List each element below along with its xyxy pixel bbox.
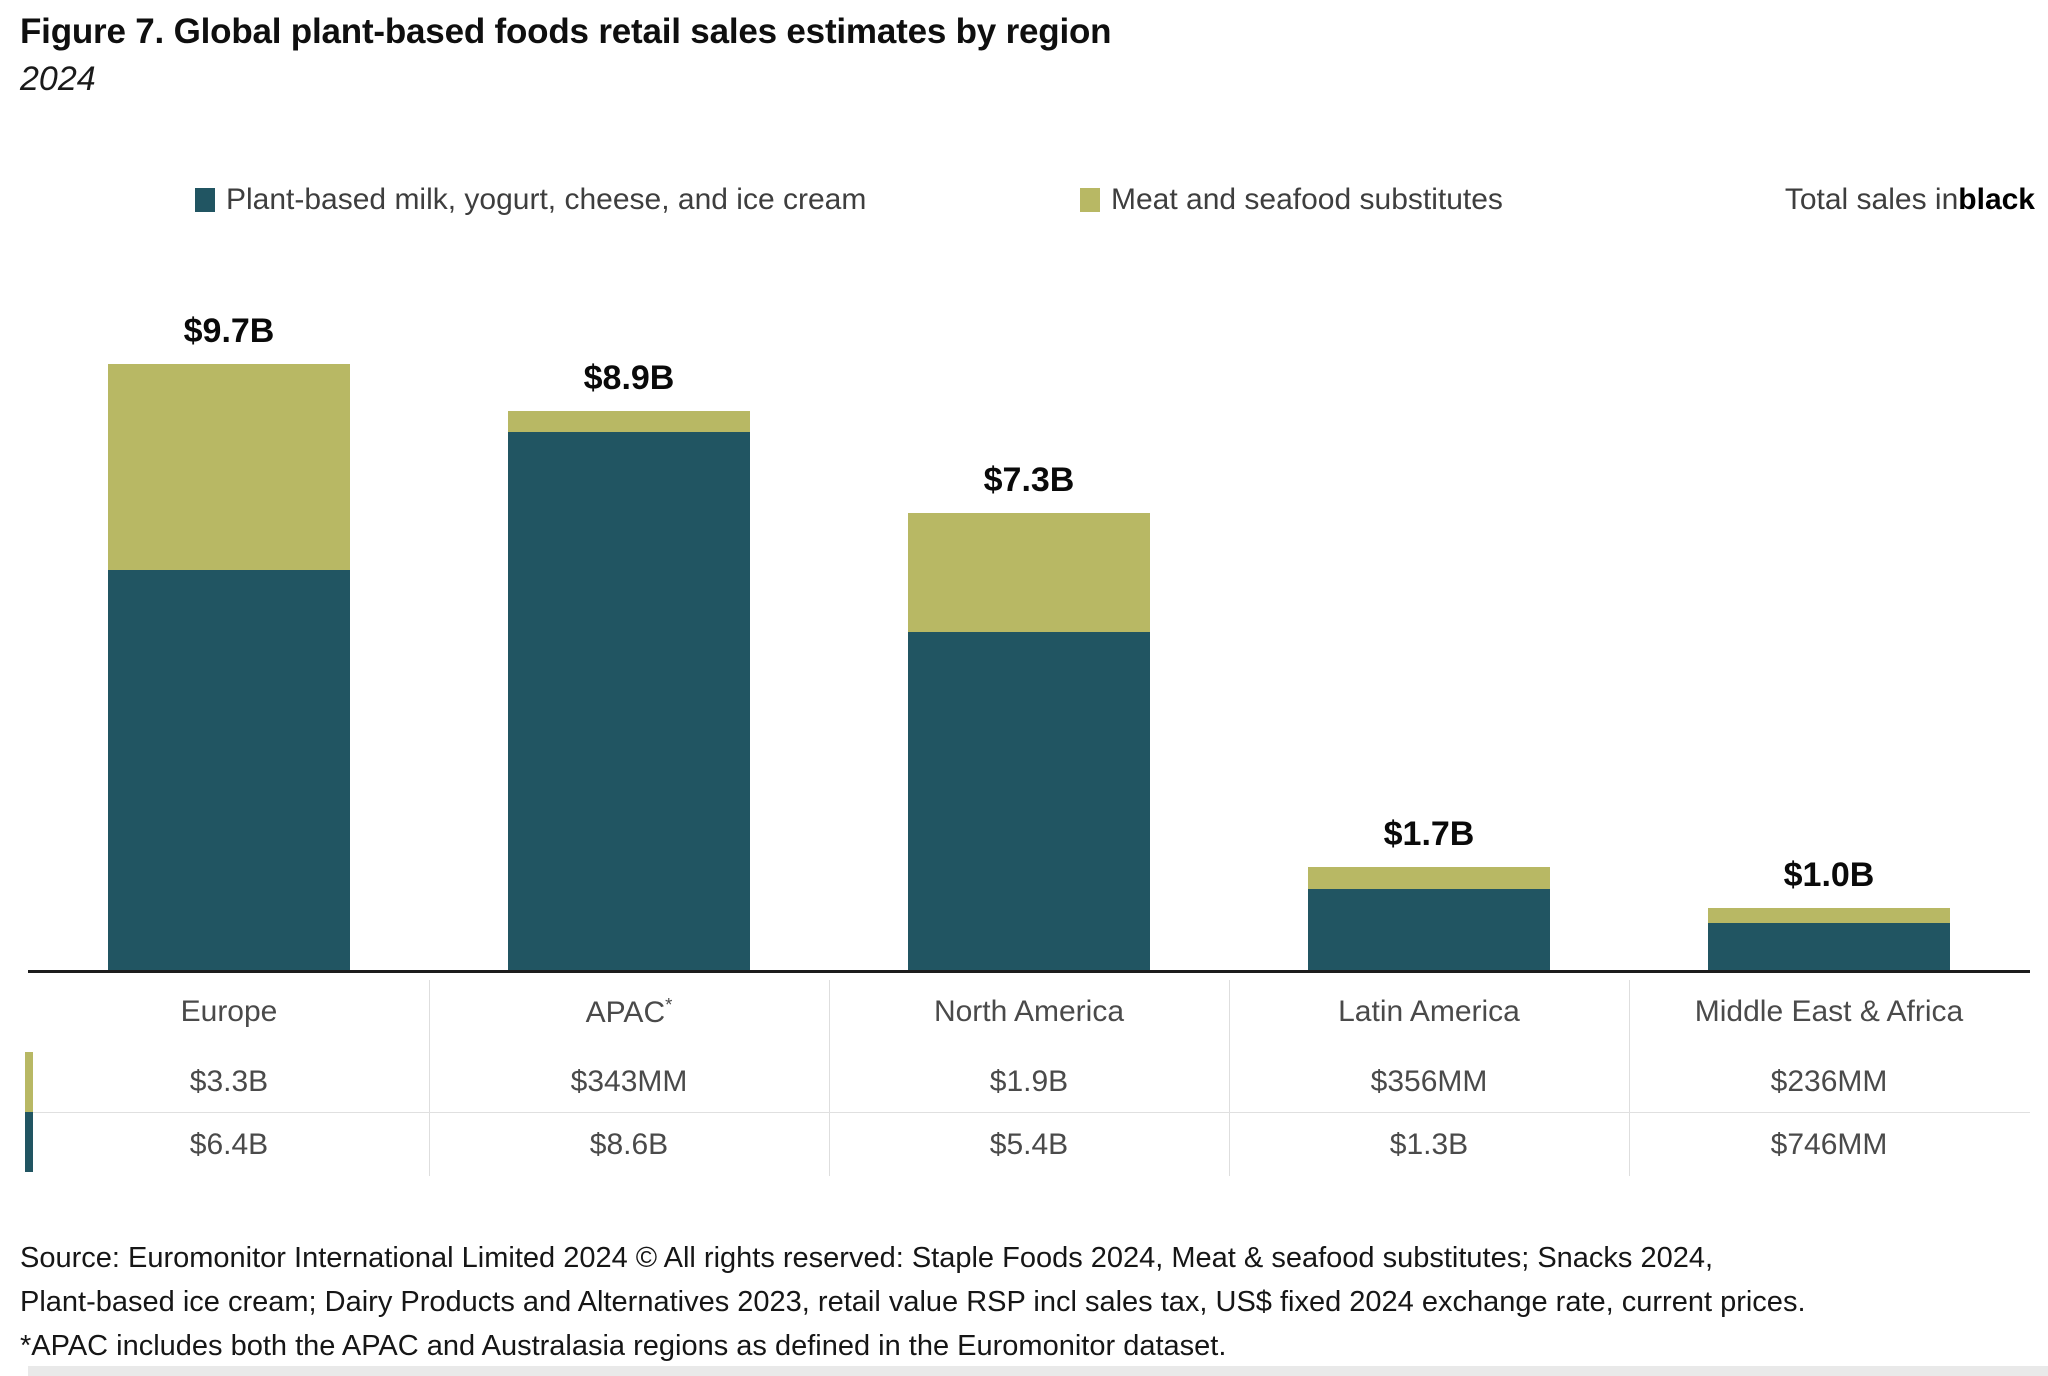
table-row-dairy-alternatives: $6.4B $8.6B $5.4B $1.3B $746MM: [29, 1119, 2029, 1171]
bar-segment-meat-substitutes: [1708, 908, 1950, 923]
region-header-apac: APAC*: [585, 994, 673, 1029]
meat-value-latin-america: $356MM: [1370, 1065, 1488, 1098]
legend-item-meat: Meat and seafood substitutes: [1080, 183, 1503, 216]
figure-subtitle: 2024: [20, 60, 96, 98]
x-axis-line: [28, 970, 2030, 973]
bar-segment-dairy-alternatives: [108, 570, 350, 970]
meat-value-apac: $343MM: [570, 1065, 688, 1098]
table-column-divider: [829, 980, 830, 1176]
table-row-meat-substitutes: $3.3B $343MM $1.9B $356MM $236MM: [29, 1056, 2029, 1108]
meat-value-europe: $3.3B: [189, 1065, 269, 1098]
meat-value-north-america: $1.9B: [989, 1065, 1069, 1098]
legend-label-dairy: Plant-based milk, yogurt, cheese, and ic…: [226, 183, 867, 216]
legend-total-note-bold: black: [1958, 183, 2035, 216]
legend-swatch-meat-icon: [1080, 188, 1100, 212]
dairy-value-latin-america: $1.3B: [1389, 1128, 1469, 1161]
row-marker-dairy-icon: [25, 1112, 33, 1172]
table-column-divider: [429, 980, 430, 1176]
dairy-value-middle-east-africa: $746MM: [1770, 1128, 1888, 1161]
dairy-value-europe: $6.4B: [189, 1128, 269, 1161]
legend-swatch-dairy-icon: [195, 188, 215, 212]
bar-segment-dairy-alternatives: [1708, 923, 1950, 970]
bar-total-label: $1.0B: [1783, 856, 1875, 894]
bar-segment-meat-substitutes: [508, 411, 750, 432]
source-line-3: *APAC includes both the APAC and Austral…: [20, 1330, 1227, 1362]
table-row-divider: [28, 1112, 2030, 1113]
bottom-edge-strip: [28, 1366, 2048, 1376]
legend-label-meat: Meat and seafood substitutes: [1111, 183, 1503, 216]
bar-total-label: $8.9B: [583, 359, 675, 397]
table-column-divider: [1229, 980, 1230, 1176]
source-line-1: Source: Euromonitor International Limite…: [20, 1242, 1714, 1274]
bar-segment-dairy-alternatives: [1308, 889, 1550, 970]
row-marker-meat-icon: [25, 1052, 33, 1112]
legend-total-note: Total sales in black: [1784, 183, 2035, 216]
bar-total-label: $7.3B: [983, 461, 1075, 499]
bar-segment-dairy-alternatives: [908, 632, 1150, 970]
legend-total-note-prefix: Total sales in: [1784, 183, 1959, 216]
bar-segment-meat-substitutes: [908, 513, 1150, 632]
dairy-value-north-america: $5.4B: [989, 1128, 1069, 1161]
region-header-north-america: North America: [933, 995, 1125, 1028]
legend-item-dairy: Plant-based milk, yogurt, cheese, and ic…: [195, 183, 867, 216]
dairy-value-apac: $8.6B: [589, 1128, 669, 1161]
region-header-europe: Europe: [180, 995, 278, 1028]
meat-value-middle-east-africa: $236MM: [1770, 1065, 1888, 1098]
table-column-divider: [1629, 980, 1630, 1176]
source-line-2: Plant-based ice cream; Dairy Products an…: [20, 1286, 1806, 1318]
table-header-row: Europe APAC* North America Latin America…: [29, 986, 2029, 1038]
region-header-middle-east-africa: Middle East & Africa: [1694, 995, 1964, 1028]
bar-total-label: $9.7B: [183, 312, 275, 350]
bar-segment-meat-substitutes: [108, 364, 350, 570]
source-note: Source: Euromonitor International Limite…: [20, 1236, 2010, 1368]
figure-title: Figure 7. Global plant-based foods retai…: [20, 12, 1112, 51]
region-header-latin-america: Latin America: [1338, 995, 1520, 1028]
bar-segment-dairy-alternatives: [508, 432, 750, 970]
bar-total-label: $1.7B: [1383, 815, 1475, 853]
bar-segment-meat-substitutes: [1308, 867, 1550, 889]
